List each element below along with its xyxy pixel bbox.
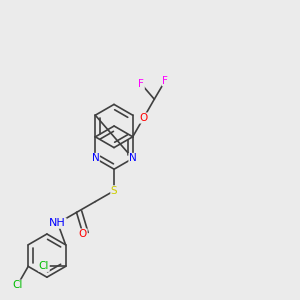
Text: NH: NH <box>49 218 66 228</box>
Text: F: F <box>138 79 144 89</box>
Text: S: S <box>111 186 117 196</box>
Text: O: O <box>140 113 148 123</box>
Text: N: N <box>92 153 99 164</box>
Text: N: N <box>129 153 137 164</box>
Text: Cl: Cl <box>12 280 22 290</box>
Text: Cl: Cl <box>39 261 49 272</box>
Text: O: O <box>79 229 87 239</box>
Text: F: F <box>162 76 168 86</box>
